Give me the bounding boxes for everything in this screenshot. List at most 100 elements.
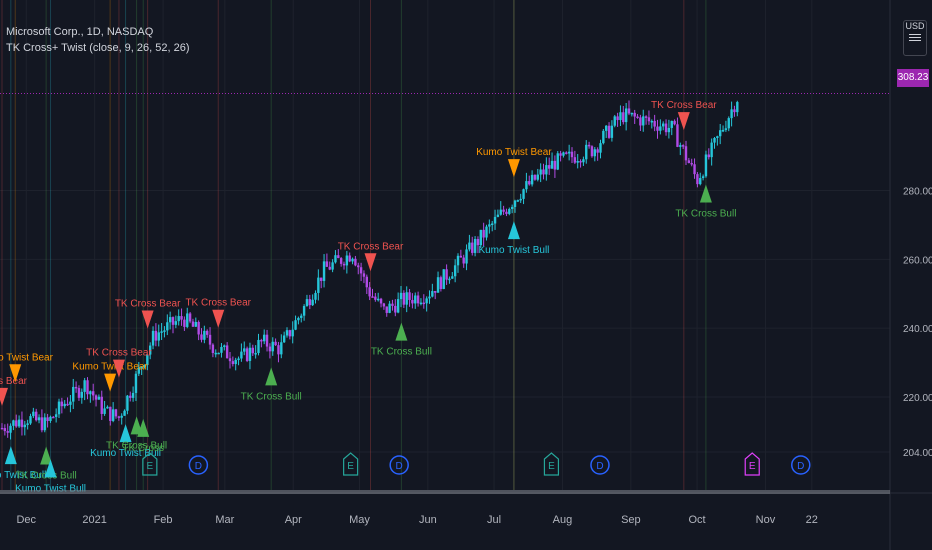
event-shape [188,455,209,475]
candle-body [354,258,357,266]
candle-body [468,242,471,250]
candle-body [322,261,326,281]
candle-body [445,269,448,280]
candle-body [245,348,249,361]
dividend-event-icon[interactable]: D [791,455,811,475]
signal-label: TK Cross Bull [241,391,302,402]
signal-arrow-tk-bear [364,253,377,272]
dividend-event-icon[interactable]: D [188,455,209,475]
dividend-event-icon[interactable]: D [590,455,610,475]
candle-body [109,406,112,421]
event-label: E [347,461,354,472]
earnings-event-icon[interactable]: E [343,452,359,476]
signal-arrow-tk-bull [265,367,278,386]
candle-body [533,174,537,180]
candle-body [402,292,406,305]
candle-body [650,120,653,123]
event-label: E [147,461,154,472]
candle-body [659,126,662,131]
candle-body [570,151,574,158]
candle-body [422,302,425,305]
signal-label: TK Cross Bull [675,209,736,220]
earnings-event-icon[interactable]: E [543,452,560,476]
candle-body [585,144,588,160]
time-tick-label: Nov [756,514,776,526]
candle-body [439,277,443,289]
candle-body [134,373,138,393]
candle-body [405,292,408,305]
candle-body [730,109,733,119]
candle-body [351,258,354,262]
candle-body [63,403,66,407]
candle-body [510,206,514,209]
symbol-title[interactable]: Microsoft Corp., 1D, NASDAQ [6,26,154,38]
candle-body [465,249,468,264]
candle-body [670,120,673,128]
candle-body [214,352,217,355]
candle-body [248,347,252,361]
candle-body [550,160,554,169]
signal-label: Kumo Twist Bull [15,483,86,494]
candle-body [234,359,237,365]
time-tick-label: Jul [487,514,501,526]
last-price-tag: 308.23 [897,69,929,87]
earnings-event-icon[interactable]: E [744,452,760,476]
signal-label: TK Cross [122,443,164,454]
candle-body [479,229,482,246]
candle-body [679,145,682,147]
signal-arrow-tk-bull [699,184,712,203]
candle-body [46,417,49,421]
candle-body [52,416,55,419]
candle-body [434,291,437,293]
time-tick-label: Dec [16,514,36,526]
candle-body [453,265,457,277]
dividend-event-icon[interactable]: D [389,455,409,475]
currency-label: USD [905,21,925,31]
signal-label: Kumo Twist Bear [72,362,148,373]
candle-body [17,419,21,427]
candle-body [556,153,559,170]
candle-body [120,415,123,418]
candle-body [223,345,226,347]
candle-body [382,303,386,307]
candle-body [0,427,4,430]
candle-body [582,159,585,163]
candle-body [3,428,7,432]
candle-body [117,416,121,418]
candle-body [29,416,32,424]
candle-body [624,108,628,123]
candle-body [707,154,710,158]
candle-body [385,306,388,313]
candle-body [721,129,725,132]
candle-body [66,403,69,406]
candle-body [26,423,29,425]
candle-body [630,112,634,115]
candle-body [103,408,106,414]
currency-menu[interactable]: USD [903,20,927,56]
candle-body [713,137,716,143]
event-label: D [195,461,202,472]
candle-body [493,216,497,224]
candle-body [636,116,639,119]
signal-markers: Cross Bear Kumo Twist Bear Kumo Twist Bull… [0,100,736,494]
candle-body [710,142,713,158]
candle-body [265,334,269,347]
candle-body [459,255,463,258]
earnings-event-icon[interactable]: E [142,452,158,476]
candle-body [627,108,631,114]
indicator-title[interactable]: TK Cross+ Twist (close, 9, 26, 52, 26) [6,42,190,54]
candle-body [573,157,577,163]
price-tick-label: 260.00 [903,255,932,266]
candle-body [143,365,146,367]
candle-body [516,200,520,202]
candle-body [362,273,366,277]
candle-body [240,351,243,359]
candle-body [607,125,611,138]
candle-body [342,263,346,266]
candle-body [337,255,340,259]
candle-body [565,152,568,154]
candle-body [83,380,86,392]
signal-label: TK Cross Bull [371,347,432,358]
